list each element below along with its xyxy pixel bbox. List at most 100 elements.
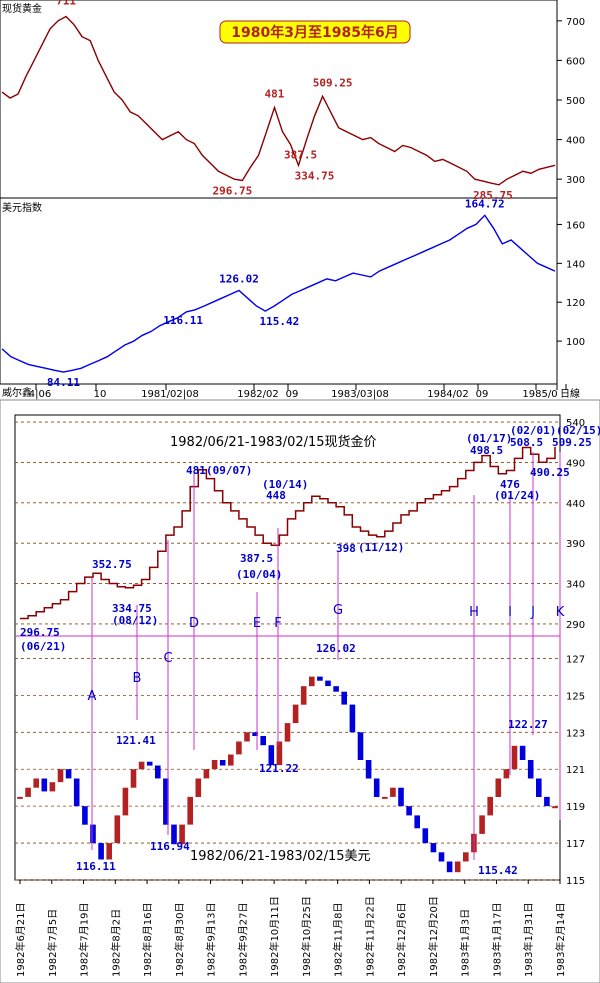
usd-bar (292, 704, 299, 724)
date-tick-label: 1983年1月3日 (459, 909, 472, 977)
usd-bar (57, 769, 64, 783)
usd-bar (73, 778, 80, 807)
usd-bar (536, 778, 542, 797)
usd-bar (527, 760, 534, 779)
gold-price-label: (06/21) (20, 640, 66, 653)
usd-bar (503, 769, 510, 779)
gold-annotation: 509.25 (313, 76, 353, 89)
date-tick-label: 1982年7月5日 (46, 909, 59, 977)
usd-bar (357, 732, 364, 760)
usd-bar (398, 787, 404, 807)
date-tick-label: 1982年12月20日 (427, 896, 440, 977)
date-tick-label: 1982年10月25日 (300, 896, 313, 977)
gold-ytick-label: 440 (566, 499, 585, 510)
usd-index-label: 116.11 (76, 860, 116, 873)
usd-bar (122, 787, 129, 816)
usd-index-label: 122.27 (508, 718, 548, 731)
panel1-ytick-label: 700 (566, 17, 585, 28)
marker-letter: A (88, 689, 97, 704)
usd-bar (544, 796, 550, 807)
gold-annotation: 481 (265, 88, 285, 101)
date-tick-label: 1982年11月8日 (332, 902, 345, 977)
panel1-ytick-label: 300 (566, 175, 585, 186)
usd-bar (187, 796, 193, 825)
usd-ytick-label: 117 (566, 839, 585, 850)
usd-bar (65, 769, 72, 779)
usd-index-label: 115.42 (478, 864, 518, 877)
usd-ytick-label: 115 (566, 876, 585, 887)
panel2-ytick-label: 120 (566, 298, 585, 309)
usd-bar (487, 796, 493, 816)
gold-ytick-label: 390 (566, 539, 585, 550)
usd-bar (438, 852, 445, 862)
marker-letter: J (530, 605, 535, 620)
marker-letter: B (133, 671, 142, 686)
gold-price-line (20, 446, 556, 620)
panel2-frame (0, 197, 558, 385)
gold-price-label: (01/24) (494, 489, 540, 502)
usd-bar (25, 787, 31, 797)
usd-annotation: 116.11 (163, 314, 203, 327)
usd-ytick-label: 125 (566, 691, 585, 702)
usd-bar (244, 732, 250, 742)
usd-bar (309, 676, 315, 687)
panel1-ytick-label: 600 (566, 56, 585, 67)
gold-price-label: (09/07) (206, 464, 252, 477)
marker-letter: K (556, 605, 565, 620)
usd-bar (268, 745, 275, 766)
usd-bar (317, 676, 323, 681)
usd-bar (365, 760, 372, 779)
time-tick-label: 1982/02 (237, 389, 279, 400)
usd-bar (495, 778, 502, 797)
usd-bar (98, 843, 104, 860)
usd-bar (552, 806, 558, 809)
usd-series-line (1, 214, 556, 373)
usd-bar (195, 778, 202, 797)
usd-bar (211, 760, 218, 770)
date-tick-label: 1982年8月16日 (141, 902, 154, 977)
usd-bar (114, 815, 121, 844)
panel1-label: 现货黄金 (2, 2, 42, 15)
usd-bar (414, 815, 420, 829)
gold-price-label: 481 (186, 464, 206, 477)
gold-price-label: (10/14) (262, 478, 308, 491)
usd-bar (82, 806, 88, 825)
usd-bar (300, 686, 307, 705)
gold-price-label: (08/12) (112, 614, 158, 627)
gold-price-label: 352.75 (92, 558, 132, 571)
usd-bar (284, 723, 291, 742)
usd-bar (422, 828, 429, 844)
usd-bar (373, 778, 380, 797)
date-tick-label: 1982年9月27日 (236, 902, 249, 977)
usd-bar (163, 778, 169, 825)
usd-bar (179, 824, 185, 845)
time-tick-label: 4|06 (29, 389, 51, 400)
usd-title: 1982/06/21-1983/02/15美元 (190, 849, 371, 864)
time-tick-label: 1983/03|08 (331, 389, 389, 400)
gold-price-label: 387.5 (240, 552, 273, 565)
date-tick-label: 1982年10月11日 (268, 896, 281, 977)
usd-bar (349, 704, 356, 733)
usd-ytick-label: 121 (566, 765, 585, 776)
date-tick-label: 1983年1月31日 (522, 902, 535, 977)
usd-annotation: 115.42 (259, 315, 299, 328)
usd-bar (106, 843, 112, 860)
gold-price-label: (01/17) (466, 432, 512, 445)
usd-bar (333, 686, 339, 692)
date-tick-label: 1982年8月2日 (109, 909, 122, 977)
gold-price-label: (02/15) (556, 424, 600, 437)
gold-price-label: (02/01) (510, 424, 556, 437)
marker-letter: H (469, 605, 479, 620)
gold-annotation: 334.75 (295, 169, 335, 182)
usd-bar (454, 861, 461, 873)
date-tick-label: 1983年2月14日 (554, 902, 567, 977)
panel3-plot (14, 414, 561, 881)
gold-price-label: (11/12) (358, 541, 404, 554)
usd-index-label: 116.94 (150, 840, 190, 853)
date-tick-label: 1983年1月17日 (490, 902, 503, 977)
panel2-ytick-label: 160 (566, 220, 585, 231)
usd-bar (219, 760, 226, 766)
gold-ytick-label: 340 (566, 580, 585, 591)
date-tick-label: 1982年7月19日 (78, 902, 91, 977)
